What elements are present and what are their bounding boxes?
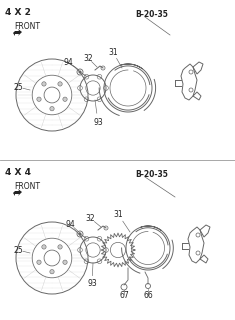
Text: 32: 32 [85, 213, 95, 222]
Text: B-20-35: B-20-35 [135, 170, 168, 179]
Text: 94: 94 [65, 220, 75, 228]
Circle shape [42, 82, 46, 86]
Circle shape [50, 107, 54, 111]
Circle shape [37, 260, 41, 264]
Text: 25: 25 [13, 83, 23, 92]
Text: 32: 32 [83, 53, 93, 62]
Text: B-20-35: B-20-35 [135, 10, 168, 19]
Text: 25: 25 [13, 245, 23, 254]
Text: 4 X 4: 4 X 4 [5, 168, 31, 177]
Circle shape [63, 260, 67, 264]
Circle shape [50, 269, 54, 274]
Text: 4 X 2: 4 X 2 [5, 8, 31, 17]
Circle shape [42, 245, 46, 249]
Circle shape [37, 97, 41, 101]
Text: FRONT: FRONT [14, 22, 40, 31]
Text: FRONT: FRONT [14, 182, 40, 191]
Circle shape [58, 82, 62, 86]
Text: 31: 31 [113, 210, 123, 219]
Text: 67: 67 [119, 292, 129, 300]
Polygon shape [13, 29, 22, 36]
Text: 93: 93 [93, 117, 103, 126]
Text: 66: 66 [143, 292, 153, 300]
Circle shape [58, 245, 62, 249]
Polygon shape [13, 189, 22, 196]
Text: 93: 93 [87, 279, 97, 289]
Circle shape [63, 97, 67, 101]
Circle shape [78, 233, 82, 236]
Circle shape [78, 70, 82, 74]
Text: 31: 31 [108, 47, 118, 57]
Text: 94: 94 [63, 58, 73, 67]
